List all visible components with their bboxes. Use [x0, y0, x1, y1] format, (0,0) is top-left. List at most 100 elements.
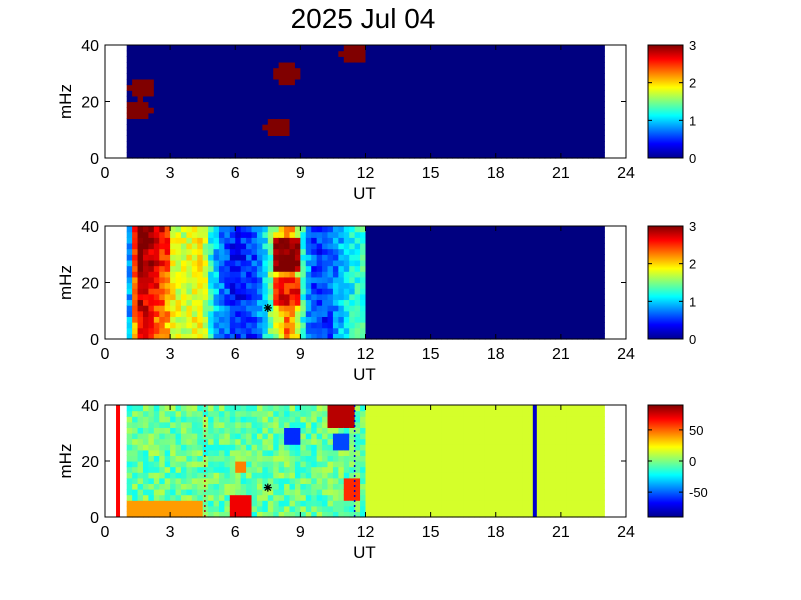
heatmap-cell: [582, 327, 589, 334]
heatmap-cell: [349, 322, 356, 329]
heatmap-cell: [528, 316, 535, 323]
heatmap-cell: [153, 505, 160, 512]
heatmap-cell: [246, 288, 253, 295]
heatmap-cell: [256, 248, 263, 255]
heatmap-cell: [175, 293, 182, 301]
heatmap-cell: [419, 129, 426, 136]
heatmap-cell: [273, 67, 280, 74]
heatmap-cell: [284, 242, 291, 250]
heatmap-cell: [316, 489, 323, 496]
heatmap-cell: [202, 265, 209, 272]
heatmap-cell: [474, 410, 481, 417]
heatmap-cell: [360, 226, 367, 233]
heatmap-cell: [262, 288, 269, 295]
heatmap-cell: [278, 410, 285, 417]
heatmap-cell: [142, 483, 150, 490]
heatmap-cell: [468, 333, 475, 340]
heatmap-cell: [360, 107, 367, 114]
heatmap-cell: [392, 489, 399, 496]
heatmap-cell: [522, 316, 529, 323]
heatmap-cell: [311, 316, 318, 323]
heatmap-cell: [284, 45, 291, 52]
heatmap-cell: [593, 288, 600, 295]
heatmap-cell: [294, 316, 301, 323]
heatmap-cell: [457, 248, 464, 255]
heatmap-cell: [392, 477, 399, 484]
heatmap-cell: [468, 90, 475, 97]
heatmap-cell: [381, 45, 388, 52]
heatmap-cell: [419, 310, 426, 317]
heatmap-cell: [137, 135, 144, 142]
heatmap-cell: [436, 449, 443, 456]
heatmap-cell: [180, 333, 188, 340]
heatmap-cell: [300, 466, 307, 473]
heatmap-cell: [414, 118, 421, 125]
heatmap-cell: [300, 107, 307, 114]
heatmap-cell: [398, 449, 405, 456]
heatmap-cell: [550, 254, 557, 261]
heatmap-cell: [408, 129, 415, 136]
heatmap-cell: [153, 276, 160, 284]
marker-stroke: [264, 304, 272, 312]
heatmap-cell: [224, 316, 231, 323]
heatmap-cell: [354, 410, 361, 417]
heatmap-cell: [240, 333, 247, 340]
heatmap-cell: [267, 56, 274, 63]
heatmap-cell: [218, 67, 225, 74]
heatmap-cell: [522, 129, 529, 136]
heatmap-cell: [343, 124, 350, 131]
heatmap-cell: [126, 73, 133, 80]
heatmap-cell: [338, 327, 345, 334]
heatmap-cell: [474, 242, 481, 250]
heatmap-cell: [256, 410, 263, 417]
heatmap-cell: [246, 444, 253, 451]
heatmap-cell: [137, 124, 144, 131]
heatmap-cell: [387, 299, 394, 306]
heatmap-cell: [153, 511, 160, 518]
heatmap-cell: [528, 84, 535, 91]
heatmap-cell: [294, 152, 301, 159]
heatmap-cell: [446, 129, 453, 136]
heatmap-cell: [457, 45, 464, 52]
heatmap-cell: [148, 90, 155, 97]
heatmap-cell: [484, 248, 491, 255]
heatmap-cell: [593, 305, 600, 312]
heatmap-cell: [240, 107, 247, 114]
heatmap-cell: [593, 316, 600, 323]
heatmap-cell: [180, 129, 188, 136]
heatmap-cell: [338, 455, 345, 462]
heatmap-cell: [153, 466, 160, 473]
heatmap-cell: [452, 124, 459, 131]
heatmap-cell: [517, 107, 524, 114]
heatmap-cell: [327, 112, 334, 120]
heatmap-cell: [598, 327, 605, 334]
heatmap-cell: [311, 449, 318, 456]
heatmap-cell: [446, 259, 453, 267]
heatmap-cell: [468, 237, 475, 244]
heatmap-cell: [484, 455, 491, 462]
heatmap-cell: [555, 118, 562, 125]
heatmap-cell: [218, 327, 225, 334]
heatmap-cell: [208, 449, 215, 456]
heatmap-cell: [593, 118, 600, 125]
heatmap-cell: [387, 101, 394, 108]
heatmap-cell: [300, 118, 307, 125]
heatmap-cell: [311, 477, 318, 484]
heatmap-cell: [300, 438, 307, 445]
heatmap-cell: [392, 455, 399, 462]
heatmap-cell: [419, 466, 426, 473]
heatmap-cell: [490, 327, 497, 334]
heatmap-cell: [191, 45, 198, 52]
heatmap-cell: [132, 61, 139, 69]
heatmap-cell: [457, 112, 464, 120]
heatmap-cell: [349, 421, 356, 428]
heatmap-cell: [213, 124, 220, 131]
heatmap-cell: [560, 50, 567, 57]
x-tick-label: 15: [422, 165, 440, 182]
heatmap-cell: [267, 500, 274, 507]
heatmap-cell: [577, 107, 584, 114]
heatmap-cell: [294, 90, 301, 97]
heatmap-cell: [539, 129, 546, 136]
heatmap-cell: [403, 472, 410, 479]
heatmap-cell: [137, 333, 144, 340]
